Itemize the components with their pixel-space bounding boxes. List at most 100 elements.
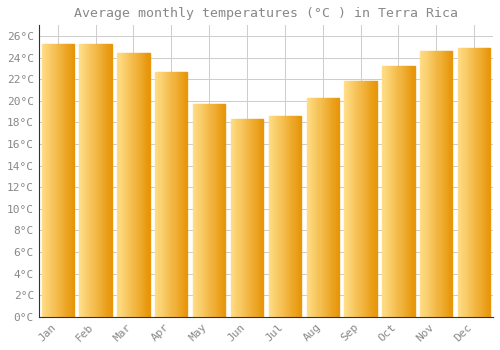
Bar	[487, 48, 488, 317]
Title: Average monthly temperatures (°C ) in Terra Rica: Average monthly temperatures (°C ) in Te…	[74, 7, 458, 20]
Bar	[446, 51, 447, 317]
Bar	[134, 53, 136, 317]
Bar	[433, 51, 434, 317]
Bar	[96, 44, 98, 317]
Bar	[349, 82, 350, 317]
Bar	[488, 48, 489, 317]
Bar	[322, 98, 324, 317]
Bar	[235, 119, 236, 317]
Bar	[394, 66, 395, 317]
Bar	[448, 51, 449, 317]
Bar	[80, 44, 82, 317]
Bar	[259, 119, 260, 317]
Bar	[126, 53, 127, 317]
Bar	[474, 48, 475, 317]
Bar	[198, 104, 200, 317]
Bar	[273, 116, 274, 317]
Bar	[209, 104, 210, 317]
Bar	[158, 72, 160, 317]
Bar	[440, 51, 442, 317]
Bar	[124, 53, 125, 317]
Bar	[434, 51, 435, 317]
Bar	[59, 44, 60, 317]
Bar	[88, 44, 89, 317]
Bar	[438, 51, 440, 317]
Bar	[468, 48, 469, 317]
Bar	[388, 66, 389, 317]
Bar	[231, 119, 232, 317]
Bar	[179, 72, 180, 317]
Bar	[426, 51, 428, 317]
Bar	[142, 53, 143, 317]
Bar	[449, 51, 450, 317]
Bar	[168, 72, 169, 317]
Bar	[120, 53, 122, 317]
Bar	[486, 48, 487, 317]
Bar	[286, 116, 287, 317]
Bar	[471, 48, 472, 317]
Bar	[233, 119, 234, 317]
Bar	[311, 98, 312, 317]
Bar	[284, 116, 285, 317]
Bar	[332, 98, 334, 317]
Bar	[475, 48, 476, 317]
Bar	[358, 82, 360, 317]
Bar	[220, 104, 221, 317]
Bar	[430, 51, 431, 317]
Bar	[155, 72, 156, 317]
Bar	[183, 72, 184, 317]
Bar	[391, 66, 392, 317]
Bar	[484, 48, 485, 317]
Bar	[49, 44, 50, 317]
Bar	[280, 116, 281, 317]
Bar	[156, 72, 158, 317]
Bar	[218, 104, 219, 317]
Bar	[393, 66, 394, 317]
Bar	[244, 119, 245, 317]
Bar	[368, 82, 369, 317]
Bar	[223, 104, 224, 317]
Bar	[436, 51, 438, 317]
Bar	[429, 51, 430, 317]
Bar	[408, 66, 409, 317]
Bar	[390, 66, 391, 317]
Bar	[72, 44, 74, 317]
Bar	[193, 104, 194, 317]
Bar	[45, 44, 46, 317]
Bar	[160, 72, 162, 317]
Bar	[466, 48, 468, 317]
Bar	[207, 104, 208, 317]
Bar	[396, 66, 398, 317]
Bar	[54, 44, 56, 317]
Bar	[431, 51, 432, 317]
Bar	[87, 44, 88, 317]
Bar	[330, 98, 332, 317]
Bar	[374, 82, 376, 317]
Bar	[219, 104, 220, 317]
Bar	[130, 53, 132, 317]
Bar	[272, 116, 273, 317]
Bar	[48, 44, 49, 317]
Bar	[290, 116, 292, 317]
Bar	[234, 119, 235, 317]
Bar	[178, 72, 179, 317]
Bar	[386, 66, 388, 317]
Bar	[313, 98, 314, 317]
Bar	[472, 48, 473, 317]
Bar	[167, 72, 168, 317]
Bar	[366, 82, 367, 317]
Bar	[294, 116, 296, 317]
Bar	[275, 116, 276, 317]
Bar	[460, 48, 462, 317]
Bar	[248, 119, 249, 317]
Bar	[60, 44, 61, 317]
Bar	[108, 44, 110, 317]
Bar	[442, 51, 444, 317]
Bar	[489, 48, 490, 317]
Bar	[326, 98, 327, 317]
Bar	[246, 119, 247, 317]
Bar	[334, 98, 336, 317]
Bar	[315, 98, 316, 317]
Bar	[47, 44, 48, 317]
Bar	[256, 119, 258, 317]
